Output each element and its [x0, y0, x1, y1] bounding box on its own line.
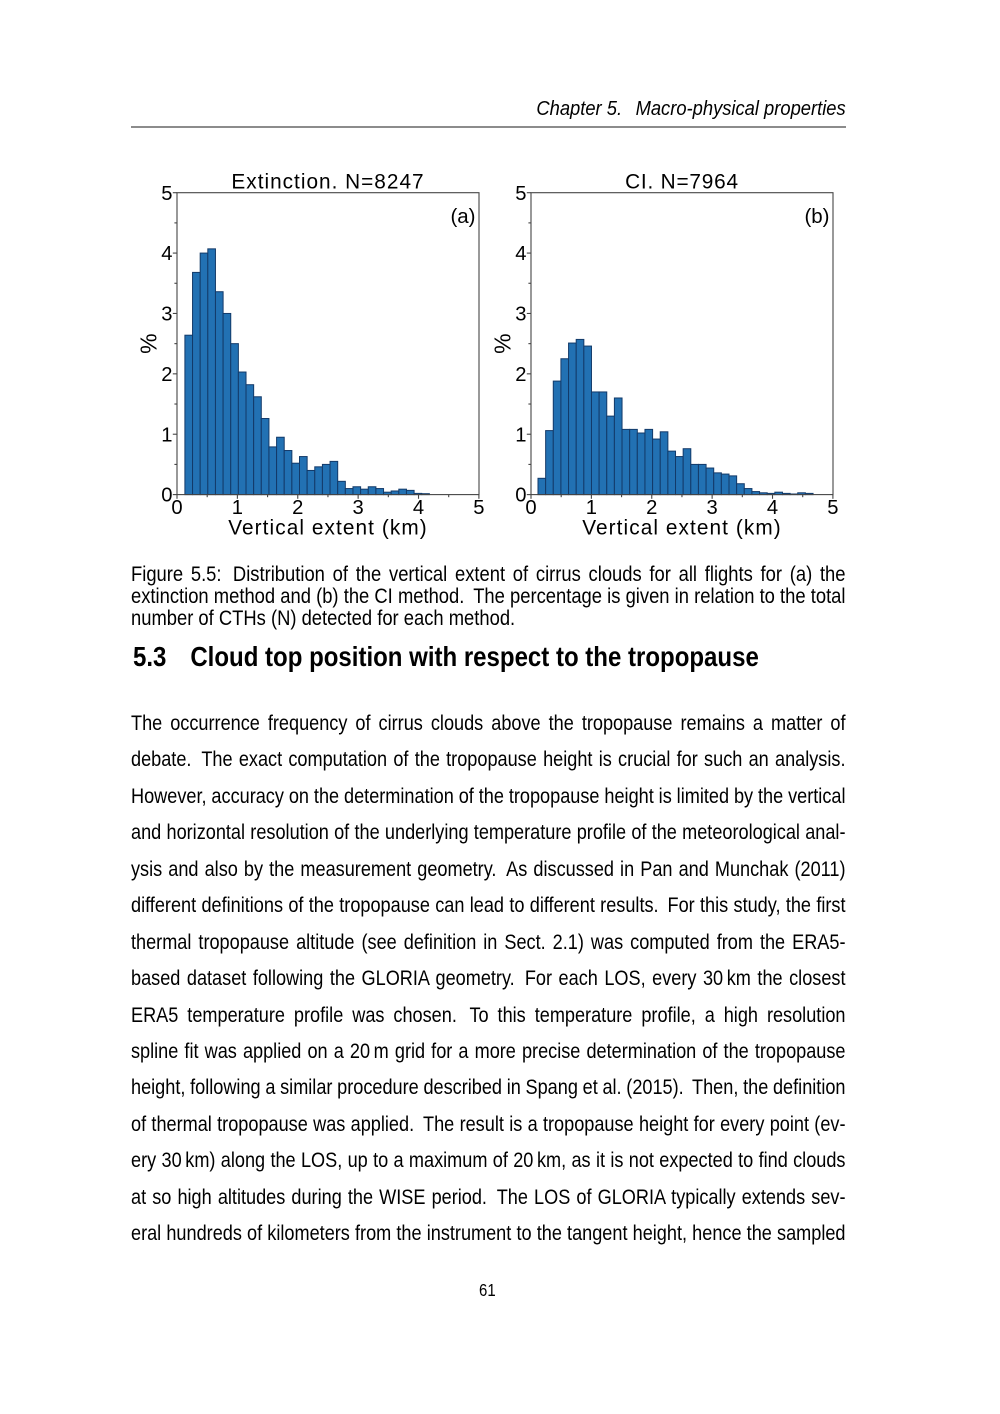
- svg-text:4: 4: [767, 497, 778, 519]
- svg-text:4: 4: [161, 243, 172, 265]
- svg-text:4: 4: [515, 243, 526, 265]
- svg-text:3: 3: [515, 304, 526, 326]
- svg-text:3: 3: [161, 304, 172, 326]
- svg-text:5: 5: [161, 183, 172, 205]
- svg-text:2: 2: [161, 364, 172, 386]
- svg-text:2: 2: [515, 364, 526, 386]
- svg-text:Vertical extent (km): Vertical extent (km): [228, 517, 428, 540]
- svg-text:4: 4: [412, 497, 423, 519]
- svg-text:%: %: [489, 333, 515, 353]
- svg-text:5: 5: [473, 497, 484, 519]
- svg-text:1: 1: [586, 497, 597, 519]
- svg-text:(a): (a): [450, 205, 475, 228]
- svg-text:2: 2: [646, 497, 657, 519]
- svg-text:Extinction. N=8247: Extinction. N=8247: [231, 171, 424, 194]
- svg-text:0: 0: [515, 485, 526, 507]
- svg-text:5: 5: [827, 497, 838, 519]
- svg-text:0: 0: [161, 485, 172, 507]
- svg-text:0: 0: [525, 497, 536, 519]
- svg-text:Vertical extent (km): Vertical extent (km): [582, 517, 782, 540]
- svg-text:3: 3: [352, 497, 363, 519]
- svg-text:1: 1: [161, 424, 172, 446]
- svg-text:0: 0: [171, 497, 182, 519]
- svg-text:CI. N=7964: CI. N=7964: [625, 171, 739, 194]
- svg-text:2: 2: [292, 497, 303, 519]
- svg-text:%: %: [135, 333, 161, 353]
- svg-text:1: 1: [515, 424, 526, 446]
- svg-text:3: 3: [706, 497, 717, 519]
- svg-text:1: 1: [231, 497, 242, 519]
- svg-text:(b): (b): [804, 205, 829, 228]
- svg-text:5: 5: [515, 183, 526, 205]
